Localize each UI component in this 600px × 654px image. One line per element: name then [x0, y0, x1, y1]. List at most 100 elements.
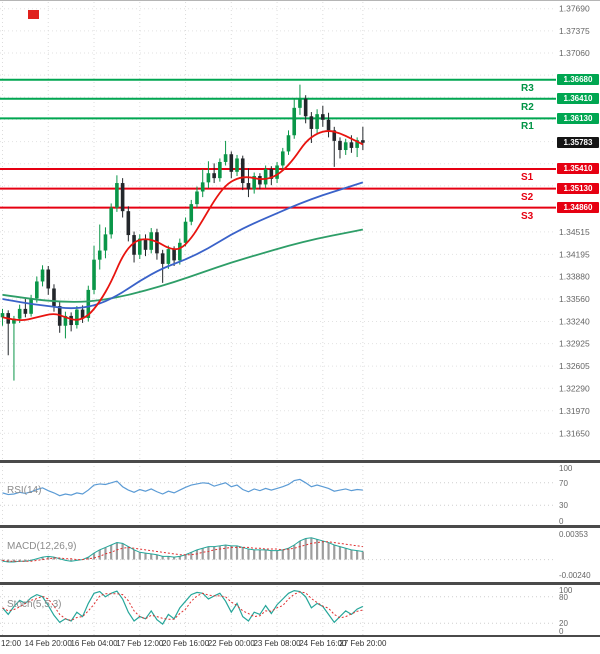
candle-body	[269, 168, 274, 179]
time-label: 24 Feb 16:00	[299, 639, 347, 648]
candle-body	[326, 119, 331, 131]
candle-body	[75, 309, 79, 326]
price-axis: 1.37690 1.37375 1.37060 1.34515 1.34195 1.338…	[559, 4, 590, 439]
time-label: 12:00	[1, 639, 22, 648]
candle-body	[178, 242, 182, 261]
price-axis-label: 1.31650	[559, 428, 590, 438]
macd-signal-line	[2, 541, 363, 562]
ma-mid-blue	[2, 181, 364, 310]
candle-body	[246, 183, 251, 190]
candles	[0, 84, 365, 381]
rsi-panel: 100 70 30 0	[0, 464, 573, 526]
stoch-panel-label: Stoch(5,5,3)	[7, 599, 62, 610]
level-tag-s1: S1	[521, 171, 534, 183]
candle-body	[303, 98, 308, 117]
support-badge-s3: 1.34860	[557, 202, 599, 214]
rsi-scale-label: 100	[559, 464, 573, 473]
macd-line	[2, 537, 363, 563]
price-axis-label: 1.33880	[559, 272, 590, 282]
time-label: 16 Feb 04:00	[70, 639, 118, 648]
candle-body	[286, 135, 291, 152]
rsi-panel-label: RSI(14)	[7, 485, 42, 496]
candle-body	[235, 158, 239, 172]
stoch-d-line	[2, 591, 363, 622]
level-tag-s2: S2	[521, 191, 534, 203]
support-badge-s2: 1.35130	[557, 183, 599, 195]
candle-body	[35, 281, 39, 299]
candle-body	[132, 235, 136, 255]
candle-body	[46, 269, 51, 289]
candle-body	[126, 211, 131, 236]
candle-body	[120, 183, 125, 212]
current-price-badge: 1.35783	[557, 137, 599, 149]
macd-panel-label: MACD(12,26,9)	[7, 541, 77, 552]
candle-body	[23, 308, 28, 314]
panel-divider	[0, 460, 600, 463]
candle-body	[12, 318, 16, 324]
candle-body	[160, 253, 165, 264]
candle-body	[92, 259, 96, 290]
stoch-scale-label: 80	[559, 593, 568, 602]
price-axis-label: 1.31970	[559, 406, 590, 416]
candle-body	[298, 98, 302, 108]
price-axis-label: 1.32925	[559, 339, 590, 349]
candle-body	[218, 161, 222, 179]
candle-body	[149, 232, 154, 250]
resistance-badge-r1: 1.36130	[557, 112, 599, 124]
candle-body	[115, 183, 119, 208]
support-badge-s1: 1.35410	[557, 163, 599, 175]
candle-body	[263, 168, 268, 185]
level-tag-s3: S3	[521, 210, 534, 222]
candle-body	[166, 249, 171, 264]
candle-body	[212, 173, 216, 179]
candle-body	[172, 249, 176, 261]
candle-body	[361, 140, 365, 143]
ma-fast-red	[2, 130, 364, 322]
candle-body	[40, 269, 45, 282]
price-axis-label: 1.33240	[559, 317, 590, 327]
candle-body	[223, 154, 228, 162]
rsi-scale-label: 0	[559, 517, 564, 526]
level-tag-r1: R1	[521, 121, 534, 133]
price-axis-label: 1.37690	[559, 4, 590, 14]
candle-body	[292, 107, 297, 136]
candle-body	[69, 315, 73, 326]
candle-body	[52, 288, 56, 307]
candle-body	[29, 298, 33, 314]
price-axis-label: 1.32290	[559, 383, 590, 393]
candle-body	[343, 142, 348, 151]
resistance-badge-r3: 1.36680	[557, 74, 599, 86]
candle-body	[200, 182, 205, 192]
stoch-scale-label: 20	[559, 619, 568, 628]
macd-scale-label: 0.00353	[559, 530, 588, 539]
stoch-k-line	[2, 590, 364, 625]
time-label: 14 Feb 20:00	[25, 639, 73, 648]
stoch-scale-label: 0	[559, 627, 564, 636]
time-label: 17 Feb 12:00	[116, 639, 164, 648]
price-axis-label: 1.34515	[559, 227, 590, 237]
candle-body	[206, 173, 211, 183]
price-axis-label: 1.32605	[559, 361, 590, 371]
candle-body	[189, 204, 194, 222]
candle-body	[258, 176, 262, 185]
candle-body	[97, 250, 102, 260]
time-label: 27 Feb 20:00	[339, 639, 387, 648]
candle-body	[349, 142, 354, 148]
rsi-scale-label: 70	[559, 479, 568, 488]
price-axis-label: 1.37060	[559, 48, 590, 58]
candle-body	[338, 140, 342, 151]
stoch-scale-label: 100	[559, 586, 573, 595]
level-lines	[0, 78, 556, 209]
level-tag-r3: R3	[521, 82, 534, 94]
candle-body	[63, 315, 68, 326]
candle-body	[0, 313, 5, 318]
ma-slow-green	[2, 228, 364, 303]
candle-body	[137, 238, 142, 255]
macd-panel: 0.00353 -0.00240	[0, 530, 591, 580]
panel-divider	[0, 635, 600, 637]
macd-scale-label: -0.00240	[559, 571, 591, 580]
